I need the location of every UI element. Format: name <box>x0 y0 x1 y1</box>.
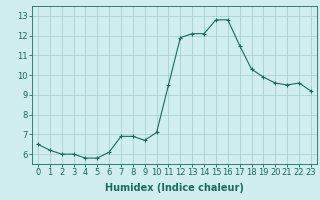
X-axis label: Humidex (Indice chaleur): Humidex (Indice chaleur) <box>105 183 244 193</box>
